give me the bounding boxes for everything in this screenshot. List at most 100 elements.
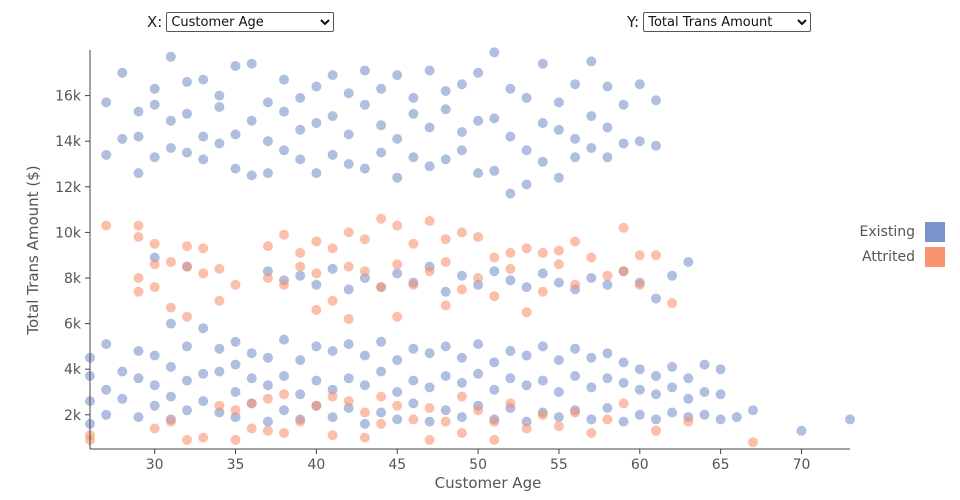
data-point-attrited[interactable] [311,268,322,279]
data-point-existing[interactable] [230,336,241,347]
data-point-existing[interactable] [602,122,613,133]
data-point-attrited[interactable] [505,247,516,258]
data-point-existing[interactable] [198,323,209,334]
data-point-attrited[interactable] [424,216,435,226]
data-point-existing[interactable] [683,373,694,384]
data-point-attrited[interactable] [505,263,516,274]
data-point-existing[interactable] [117,67,128,78]
data-point-attrited[interactable] [553,245,564,256]
data-point-attrited[interactable] [618,398,629,409]
data-point-attrited[interactable] [311,400,322,411]
data-point-existing[interactable] [456,352,467,363]
data-point-attrited[interactable] [327,295,338,306]
data-point-attrited[interactable] [214,295,225,306]
data-point-existing[interactable] [279,106,289,117]
data-point-existing[interactable] [553,355,564,366]
data-point-existing[interactable] [133,168,144,179]
data-point-attrited[interactable] [376,418,387,429]
data-point-existing[interactable] [456,145,467,156]
data-point-attrited[interactable] [440,257,451,267]
data-point-attrited[interactable] [182,261,192,272]
data-point-attrited[interactable] [376,282,387,293]
data-point-existing[interactable] [359,99,370,110]
data-point-attrited[interactable] [473,405,484,416]
data-point-attrited[interactable] [246,398,257,409]
data-point-existing[interactable] [327,346,338,356]
data-point-existing[interactable] [618,416,629,427]
data-point-existing[interactable] [634,364,645,375]
data-point-attrited[interactable] [473,232,484,242]
y-axis-select[interactable]: Total Trans Amount [643,12,812,32]
data-point-existing[interactable] [424,122,435,133]
data-point-attrited[interactable] [279,279,289,290]
data-point-attrited[interactable] [327,430,338,441]
data-point-attrited[interactable] [133,232,144,242]
data-point-existing[interactable] [618,357,629,368]
data-point-existing[interactable] [165,115,176,126]
data-point-attrited[interactable] [440,234,451,245]
data-point-existing[interactable] [570,79,581,90]
data-point-existing[interactable] [359,380,370,391]
data-point-existing[interactable] [133,131,144,142]
data-point-existing[interactable] [570,371,581,381]
data-point-attrited[interactable] [165,257,176,267]
data-point-existing[interactable] [214,90,225,101]
data-point-existing[interactable] [246,170,257,181]
data-point-existing[interactable] [149,400,160,411]
data-point-existing[interactable] [683,393,694,404]
data-point-existing[interactable] [279,145,289,156]
data-point-existing[interactable] [230,163,241,174]
data-point-attrited[interactable] [521,307,532,318]
data-point-attrited[interactable] [343,314,354,324]
data-point-existing[interactable] [149,99,160,110]
data-point-attrited[interactable] [133,220,144,231]
data-point-attrited[interactable] [327,243,338,254]
data-point-existing[interactable] [214,138,225,149]
data-point-existing[interactable] [392,133,403,144]
data-point-attrited[interactable] [602,414,613,425]
data-point-existing[interactable] [327,111,338,122]
data-point-existing[interactable] [133,412,144,423]
data-point-existing[interactable] [667,270,678,281]
data-point-existing[interactable] [392,70,403,81]
data-point-existing[interactable] [198,74,209,85]
data-point-existing[interactable] [521,380,532,391]
data-point-attrited[interactable] [311,304,322,315]
data-point-attrited[interactable] [214,263,225,274]
data-point-existing[interactable] [133,106,144,117]
data-point-attrited[interactable] [327,391,338,402]
data-point-attrited[interactable] [311,236,322,247]
data-point-existing[interactable] [311,168,322,179]
data-point-existing[interactable] [634,79,645,90]
data-point-existing[interactable] [149,350,160,361]
data-point-attrited[interactable] [359,266,370,277]
data-point-attrited[interactable] [408,279,419,290]
data-point-attrited[interactable] [440,416,451,427]
data-point-existing[interactable] [262,416,273,427]
data-point-existing[interactable] [634,136,645,147]
data-point-existing[interactable] [521,92,532,103]
data-point-attrited[interactable] [553,259,564,270]
data-point-existing[interactable] [537,268,548,279]
data-point-existing[interactable] [182,76,192,87]
data-point-existing[interactable] [182,341,192,352]
data-point-existing[interactable] [279,405,289,416]
data-point-existing[interactable] [586,273,597,283]
data-point-attrited[interactable] [456,391,467,402]
data-point-existing[interactable] [667,407,678,418]
data-point-existing[interactable] [586,382,597,393]
data-point-existing[interactable] [731,412,742,423]
data-point-existing[interactable] [230,359,241,370]
data-point-existing[interactable] [198,154,209,165]
data-point-existing[interactable] [311,279,322,290]
data-point-existing[interactable] [359,350,370,361]
data-point-existing[interactable] [586,111,597,122]
data-point-attrited[interactable] [343,261,354,272]
data-point-attrited[interactable] [149,238,160,249]
data-point-attrited[interactable] [424,434,435,445]
data-point-attrited[interactable] [279,428,289,438]
data-point-existing[interactable] [440,371,451,381]
data-point-attrited[interactable] [295,261,306,272]
data-point-existing[interactable] [101,409,112,420]
data-point-attrited[interactable] [651,425,661,436]
